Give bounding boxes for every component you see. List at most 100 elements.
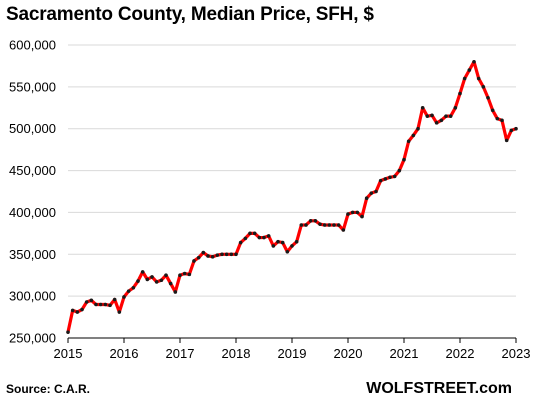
data-point: [425, 114, 430, 118]
data-point: [280, 240, 285, 245]
price-markers: [66, 59, 518, 334]
data-point: [378, 178, 383, 183]
data-point: [327, 223, 332, 227]
data-point: [290, 244, 294, 248]
data-point: [122, 295, 126, 299]
data-point: [355, 210, 360, 215]
data-point: [495, 116, 500, 121]
data-point: [416, 126, 420, 131]
data-point: [164, 273, 168, 278]
data-point: [266, 234, 271, 238]
series-line: [66, 60, 518, 334]
y-tick-label: 450,000: [9, 163, 56, 178]
y-tick-label: 550,000: [9, 79, 56, 94]
y-tick-label: 350,000: [9, 247, 56, 262]
x-tick-label: 2019: [278, 346, 307, 361]
y-axis-ticks: 250,000 300,000 350,000 400,000 450,000 500,0…: [9, 38, 56, 346]
data-point: [210, 254, 215, 259]
data-point: [187, 272, 192, 277]
data-point: [299, 223, 304, 227]
data-point: [397, 168, 402, 173]
data-point: [159, 278, 164, 283]
data-point: [411, 133, 416, 138]
data-point: [500, 118, 504, 123]
data-point: [229, 252, 234, 257]
data-point: [103, 302, 108, 307]
price-series: [66, 60, 518, 334]
data-point: [285, 249, 290, 254]
data-point: [434, 121, 439, 125]
data-point: [369, 191, 374, 195]
data-point: [360, 214, 364, 219]
data-point: [126, 289, 131, 293]
data-point: [108, 303, 112, 308]
data-point: [439, 118, 444, 123]
data-point: [178, 273, 182, 278]
data-point: [243, 236, 248, 241]
data-point: [201, 250, 206, 255]
data-point: [276, 239, 280, 244]
data-point: [294, 239, 299, 244]
data-point: [94, 302, 98, 307]
y-tick-label: 600,000: [9, 38, 56, 53]
data-point: [313, 219, 318, 223]
data-point: [462, 76, 467, 81]
data-point: [318, 222, 322, 226]
data-point: [84, 300, 89, 304]
data-point: [89, 298, 94, 303]
data-point: [70, 308, 75, 313]
data-point: [196, 255, 201, 260]
x-tick-label: 2017: [166, 346, 195, 361]
gridlines: [68, 44, 516, 339]
data-point: [224, 252, 229, 257]
data-point: [140, 270, 145, 274]
x-tick-label: 2022: [446, 346, 475, 361]
chart-title: Sacramento County, Median Price, SFH, $: [6, 4, 374, 25]
data-point: [374, 189, 378, 194]
x-tick-label: 2015: [54, 346, 83, 361]
data-point: [234, 252, 238, 257]
data-point: [383, 177, 388, 181]
data-point: [215, 253, 220, 257]
data-point: [238, 240, 243, 245]
data-point: [504, 138, 509, 143]
data-point: [112, 297, 117, 302]
data-point: [430, 113, 434, 118]
data-point: [406, 139, 411, 144]
data-point: [182, 271, 187, 276]
source-note: Source: C.A.R.: [6, 382, 91, 396]
data-point: [262, 235, 266, 240]
data-point: [192, 259, 196, 263]
data-point: [392, 174, 397, 179]
data-point: [346, 212, 350, 216]
data-point: [453, 105, 458, 110]
data-point: [472, 59, 476, 64]
data-point: [304, 223, 308, 227]
data-point: [173, 290, 178, 294]
data-point: [117, 310, 122, 314]
data-point: [336, 223, 341, 227]
data-point: [252, 231, 257, 236]
data-point: [145, 277, 150, 282]
data-point: [220, 252, 224, 257]
data-point: [476, 76, 481, 81]
data-point: [322, 223, 327, 227]
y-tick-label: 400,000: [9, 205, 56, 220]
data-point: [271, 244, 276, 248]
data-point: [448, 114, 453, 118]
data-point: [154, 280, 159, 284]
data-point: [136, 279, 140, 283]
data-point: [150, 275, 154, 279]
y-tick-label: 500,000: [9, 121, 56, 136]
x-tick-label: 2016: [110, 346, 139, 361]
x-tick-label: 2020: [334, 346, 363, 361]
data-point: [481, 85, 486, 89]
data-point: [248, 231, 252, 236]
data-point: [66, 330, 70, 334]
data-point: [402, 157, 406, 162]
data-point: [332, 223, 336, 227]
data-point: [131, 285, 136, 290]
data-point: [80, 307, 84, 312]
data-point: [75, 310, 80, 314]
data-point: [98, 302, 103, 307]
